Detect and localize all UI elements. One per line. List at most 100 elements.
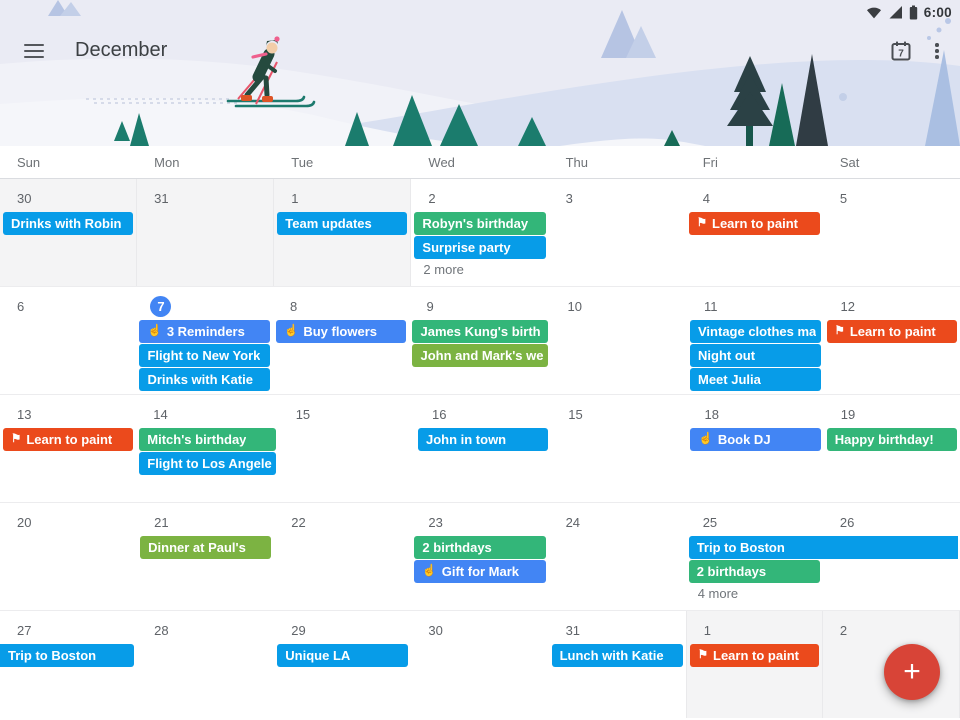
event-chip[interactable]: James Kung's birth [412,320,548,343]
day-cell[interactable]: 5 [823,179,960,286]
day-cell[interactable]: 4 ⚑ Learn to paint [686,179,823,286]
event-title: Flight to New York [147,348,261,363]
day-cell[interactable]: 16 John in town [415,395,551,502]
day-number: 12 [840,299,855,314]
day-cell[interactable]: 27 Trip to Boston [0,611,137,718]
flag-icon: ⚑ [11,433,22,445]
jump-to-today-button[interactable]: 7 [890,40,912,62]
event-chip[interactable]: ☝ 3 Reminders [139,320,270,343]
day-cell[interactable]: 3 [549,179,686,286]
day-number: 29 [291,623,306,638]
day-cell[interactable]: 15 [279,395,415,502]
event-chip[interactable]: John and Mark's we [412,344,548,367]
event-chip[interactable]: ⚑ Learn to paint [689,644,819,667]
event-chip[interactable]: Happy birthday! [826,428,957,451]
day-cell[interactable]: 30 Drinks with Robin [0,179,138,286]
page-title: December [75,39,168,61]
day-number: 25 [702,515,718,530]
day-cell[interactable]: 14 Mitch's birthday Flight to Los Angele [136,395,278,502]
event-title: Mitch's birthday [147,432,247,447]
month-grid: 30 Drinks with Robin 31 1 Team updates 2 Robyn… [0,179,960,720]
day-cell[interactable]: 29 Unique LA [274,611,411,718]
event-chip[interactable]: ☝ Buy flowers [275,320,407,343]
event-chip[interactable]: ⚑ Learn to paint [688,212,820,235]
plus-icon: + [903,655,921,688]
event-chip[interactable]: Vintage clothes ma [690,320,821,343]
event-chip[interactable]: Team updates [277,212,408,235]
event-title: Learn to paint [849,324,936,339]
event-title: 2 birthdays [422,540,492,555]
event-chip[interactable]: Night out [690,344,821,367]
day-cell[interactable]: 15 [551,395,687,502]
event-chip[interactable]: Meet Julia [690,368,821,391]
day-number: 30 [17,191,32,206]
event-chip[interactable]: ⚑ Learn to paint [3,428,134,451]
hamburger-menu-icon[interactable] [24,44,44,59]
day-cell[interactable]: 21 Dinner at Paul's [137,503,274,610]
day-cell[interactable]: 26 [823,503,960,610]
day-number: 15 [568,407,583,422]
week-row: 6 7 ☝ 3 Reminders Flight to New York Drinks w… [0,287,960,395]
overflow-menu-icon[interactable] [929,39,945,63]
day-cell[interactable]: 13 ⚑ Learn to paint [0,395,136,502]
day-cell[interactable]: 8 ☝ Buy flowers [273,287,410,394]
day-cell[interactable]: 6 [0,287,136,394]
day-number: 18 [704,407,719,422]
signal-icon [889,6,902,19]
event-chip[interactable]: Flight to New York [139,344,270,367]
day-cell[interactable]: 11 Vintage clothes ma Night out Meet Julia [687,287,824,394]
event-title: John and Mark's we [420,348,544,363]
day-number: 20 [17,515,32,530]
day-cell[interactable]: 23 2 birthdays ☝ Gift for Mark [411,503,548,610]
event-chip[interactable]: 2 birthdays [414,536,546,559]
winter-scene [0,0,960,146]
event-title: Robyn's birthday [422,216,529,231]
event-chip[interactable]: 2 birthdays [688,560,820,583]
day-cell[interactable]: 31 [137,179,275,286]
skier-illustration [226,36,316,108]
today-badge: 7 [150,296,172,317]
event-chip[interactable]: ☝ Book DJ [690,428,821,451]
flag-icon: ⚑ [697,649,709,661]
day-cell[interactable]: 9 James Kung's birth John and Mark's we [409,287,550,394]
day-cell[interactable]: 19 Happy birthday! [824,395,960,502]
day-cell[interactable]: 10 [551,287,688,394]
day-cell[interactable]: 7 ☝ 3 Reminders Flight to New York Drinks wi… [136,287,273,394]
day-cell[interactable]: 25 Trip to Boston 2 birthdays 4 more [686,503,958,610]
event-title: Dinner at Paul's [148,540,246,555]
day-cell[interactable]: 28 [137,611,274,718]
day-cell[interactable]: 1 Team updates [274,179,412,286]
event-chip[interactable]: Drinks with Robin [3,212,134,235]
event-chip[interactable]: Trip to Boston [688,536,958,559]
battery-icon [909,5,917,19]
event-chip[interactable]: John in town [417,428,549,451]
event-chip[interactable]: Mitch's birthday [139,428,276,451]
event-chip[interactable]: Unique LA [277,644,409,667]
day-cell[interactable]: 12 ⚑ Learn to paint [824,287,960,394]
event-chip[interactable]: Flight to Los Angele [139,452,276,475]
day-cell[interactable]: 30 [411,611,548,718]
event-chip[interactable]: Robyn's birthday [414,212,546,235]
event-chip[interactable]: Lunch with Katie [551,644,683,667]
event-chip[interactable]: ⚑ Learn to paint [826,320,957,343]
event-title: Lunch with Katie [559,648,664,663]
more-events-label[interactable]: 2 more [423,262,464,277]
day-cell[interactable]: 24 [549,503,686,610]
day-cell[interactable]: 31 Lunch with Katie [549,611,686,718]
day-number: 4 [702,191,710,206]
event-chip[interactable]: Drinks with Katie [139,368,270,391]
day-cell[interactable]: 20 [0,503,137,610]
weekday-header: Sun Mon Tue Wed Thu Fri Sat [0,146,960,179]
create-event-fab[interactable]: + [884,644,940,700]
mountain-icon [48,0,68,16]
event-chip[interactable]: Surprise party [414,236,546,259]
more-events-label[interactable]: 4 more [697,586,739,601]
day-cell[interactable]: 22 [274,503,411,610]
event-chip[interactable]: Trip to Boston [0,644,135,667]
day-cell[interactable]: 2 Robyn's birthday Surprise party 2 more [411,179,548,286]
event-title: Trip to Boston [696,540,785,555]
event-chip[interactable]: ☝ Gift for Mark [414,560,546,583]
day-cell[interactable]: 1 ⚑ Learn to paint [685,611,823,718]
event-chip[interactable]: Dinner at Paul's [140,536,272,559]
day-cell[interactable]: 18 ☝ Book DJ [687,395,823,502]
